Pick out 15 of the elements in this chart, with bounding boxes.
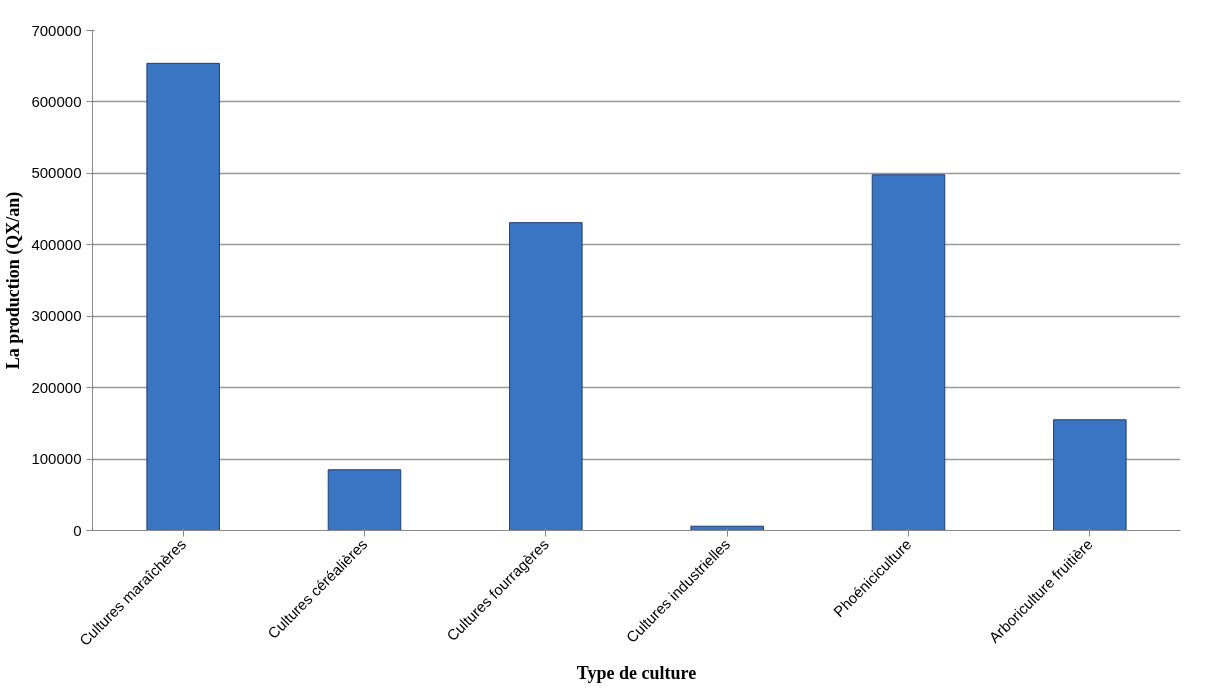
y-tick-label: 200000 <box>31 378 82 396</box>
y-tick-label: 500000 <box>31 164 82 182</box>
y-tick-label: 700000 <box>31 21 82 39</box>
bar <box>327 469 402 531</box>
y-tick-label: 400000 <box>31 235 82 253</box>
bar <box>146 62 220 531</box>
bar <box>509 222 583 531</box>
y-tick-label: 0 <box>73 521 82 539</box>
y-axis-title: La production (QX/an) <box>3 191 25 370</box>
y-tick-label: 300000 <box>31 307 82 325</box>
bar <box>1053 419 1127 531</box>
x-axis-title: Type de culture <box>576 662 697 683</box>
y-tick-label: 600000 <box>31 92 82 110</box>
bar <box>871 174 946 531</box>
y-tick-label: 100000 <box>31 450 82 468</box>
